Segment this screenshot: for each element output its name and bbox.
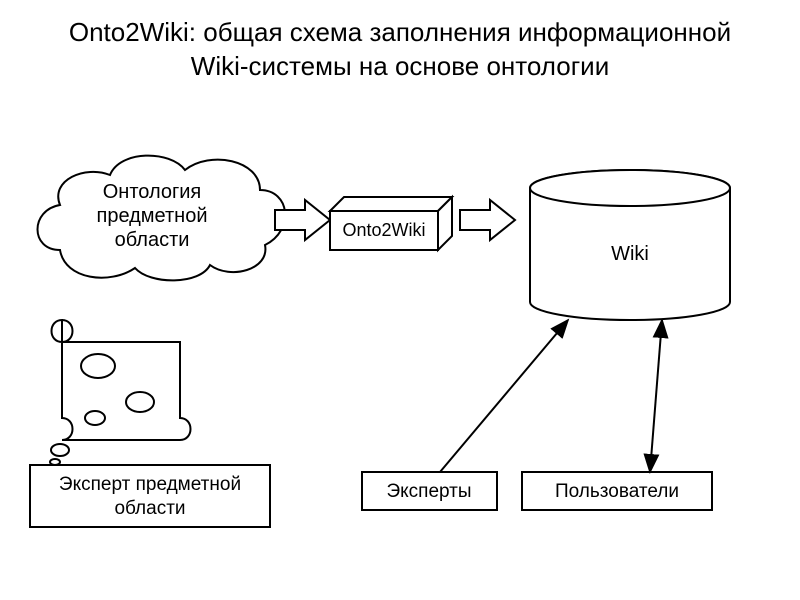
ontology-line3: области — [115, 229, 190, 251]
users-label: Пользователи — [555, 481, 679, 502]
experts-box: Эксперты — [362, 472, 497, 510]
expert-domain-line2: области — [114, 498, 185, 519]
ontology-line1: Онтология — [103, 181, 202, 203]
diagram-canvas: Онтология предметной области Onto2Wiki W… — [0, 0, 800, 600]
expert-domain-line1: Эксперт предметной — [59, 474, 241, 495]
wiki-cylinder: Wiki — [530, 170, 730, 320]
onto2wiki-label: Onto2Wiki — [342, 220, 425, 240]
experts-label: Эксперты — [386, 481, 471, 502]
ontology-cloud: Онтология предметной области — [38, 156, 286, 281]
expert-domain-box: Эксперт предметной области — [30, 465, 270, 527]
users-box: Пользователи — [522, 472, 712, 510]
arrow-onto2wiki-to-wiki — [460, 200, 515, 240]
wiki-label: Wiki — [611, 243, 649, 265]
arrow-users-wiki-bidirectional — [650, 320, 662, 472]
ontology-line2: предметной — [96, 205, 207, 227]
expert-scroll-icon — [52, 320, 191, 440]
onto2wiki-box: Onto2Wiki — [330, 197, 452, 250]
thought-bubble-1 — [51, 444, 69, 456]
arrow-experts-to-wiki — [440, 320, 568, 472]
